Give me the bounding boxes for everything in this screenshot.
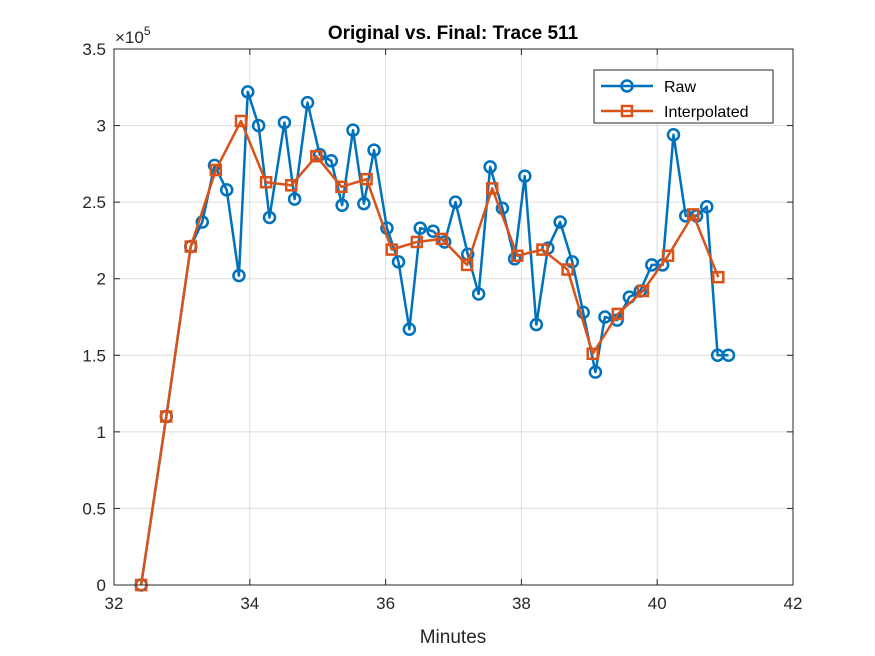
data-point-interpolated bbox=[284, 179, 298, 192]
y-axis-exponent-base: ×10 bbox=[115, 28, 144, 47]
legend-label-raw: Raw bbox=[664, 79, 696, 96]
legend-marker-interpolated bbox=[620, 104, 634, 118]
data-point-raw bbox=[402, 322, 417, 337]
data-point-interpolated bbox=[435, 232, 449, 246]
data-point-raw bbox=[262, 210, 277, 225]
data-point-raw bbox=[598, 310, 612, 324]
data-point-raw bbox=[483, 160, 497, 174]
data-point-raw bbox=[335, 198, 349, 212]
y-tick-label: 3.5 bbox=[82, 40, 106, 59]
data-point-raw bbox=[666, 128, 681, 142]
data-point-interpolated bbox=[611, 307, 625, 321]
data-point-raw bbox=[700, 199, 714, 214]
data-point-raw bbox=[357, 196, 371, 211]
data-point-interpolated bbox=[561, 263, 574, 276]
data-point-raw bbox=[232, 268, 246, 283]
data-point-interpolated bbox=[234, 114, 248, 128]
y-axis-exponent: ×105 bbox=[115, 24, 151, 47]
data-point-interpolated bbox=[310, 149, 323, 163]
data-point-interpolated bbox=[259, 175, 273, 189]
y-tick-label: 2 bbox=[97, 270, 106, 289]
data-point-interpolated bbox=[536, 243, 549, 256]
data-point-raw bbox=[553, 215, 567, 229]
x-tick-label: 38 bbox=[512, 594, 531, 613]
data-point-raw bbox=[300, 95, 315, 110]
data-point-interpolated bbox=[410, 235, 424, 249]
series-interpolated bbox=[134, 114, 725, 592]
legend: Raw Interpolated bbox=[593, 69, 774, 124]
legend-marker-raw bbox=[620, 79, 634, 93]
data-point-raw bbox=[324, 154, 339, 168]
plot-area bbox=[114, 49, 793, 585]
data-point-raw bbox=[287, 192, 302, 206]
y-tick-label: 3 bbox=[97, 117, 106, 136]
data-point-raw bbox=[448, 195, 463, 209]
data-point-raw bbox=[413, 221, 427, 235]
x-tick-label: 42 bbox=[784, 594, 803, 613]
plot-frame bbox=[113, 48, 794, 586]
data-point-interpolated bbox=[712, 270, 725, 284]
y-tick-label: 0.5 bbox=[82, 499, 106, 518]
data-point-interpolated bbox=[184, 240, 197, 253]
data-point-interpolated bbox=[511, 249, 524, 262]
y-axis-exponent-power: 5 bbox=[144, 24, 151, 38]
x-tick-label: 40 bbox=[648, 594, 667, 613]
legend-label-interpolated: Interpolated bbox=[664, 104, 749, 121]
x-tick-label: 36 bbox=[376, 594, 395, 613]
axis-ticks: 32 34 36 38 40 42 0 0.5 1 1.5 2 2.5 3 3.5 bbox=[82, 40, 802, 613]
data-point-raw bbox=[346, 123, 360, 137]
data-point-interpolated bbox=[335, 180, 348, 194]
data-point-raw bbox=[277, 115, 292, 130]
y-tick-label: 0 bbox=[97, 576, 106, 595]
data-point-interpolated bbox=[460, 258, 474, 272]
data-point-interpolated bbox=[586, 347, 599, 361]
data-point-interpolated bbox=[160, 410, 173, 423]
data-point-interpolated bbox=[485, 182, 499, 195]
data-point-interpolated bbox=[385, 243, 398, 256]
chart-title: Original vs. Final: Trace 511 bbox=[328, 23, 579, 44]
y-tick-label: 1 bbox=[97, 423, 106, 442]
data-point-raw bbox=[391, 255, 406, 269]
data-point-raw bbox=[529, 317, 544, 332]
x-axis-label: Minutes bbox=[420, 627, 487, 648]
data-point-raw bbox=[241, 85, 255, 99]
grid-lines bbox=[114, 49, 793, 585]
x-tick-label: 34 bbox=[240, 594, 259, 613]
data-point-raw bbox=[437, 235, 452, 249]
y-tick-label: 1.5 bbox=[82, 346, 106, 365]
data-point-interpolated bbox=[209, 163, 223, 177]
data-point-raw bbox=[219, 183, 234, 197]
y-tick-label: 2.5 bbox=[82, 193, 106, 212]
data-point-raw bbox=[471, 287, 486, 301]
data-point-raw bbox=[507, 252, 522, 266]
data-point-raw bbox=[367, 143, 381, 157]
data-point-raw bbox=[721, 348, 736, 363]
data-point-interpolated bbox=[661, 249, 675, 262]
x-tick-label: 32 bbox=[105, 594, 124, 613]
data-point-raw bbox=[588, 365, 603, 379]
data-point-interpolated bbox=[636, 284, 650, 298]
data-point-interpolated bbox=[686, 208, 700, 221]
data-point-interpolated bbox=[360, 172, 373, 186]
series-layer bbox=[134, 85, 736, 592]
data-point-raw bbox=[251, 118, 266, 133]
data-point-raw bbox=[518, 169, 532, 183]
data-point-raw bbox=[195, 215, 210, 229]
legend-box bbox=[593, 69, 774, 124]
data-point-raw bbox=[426, 224, 440, 238]
